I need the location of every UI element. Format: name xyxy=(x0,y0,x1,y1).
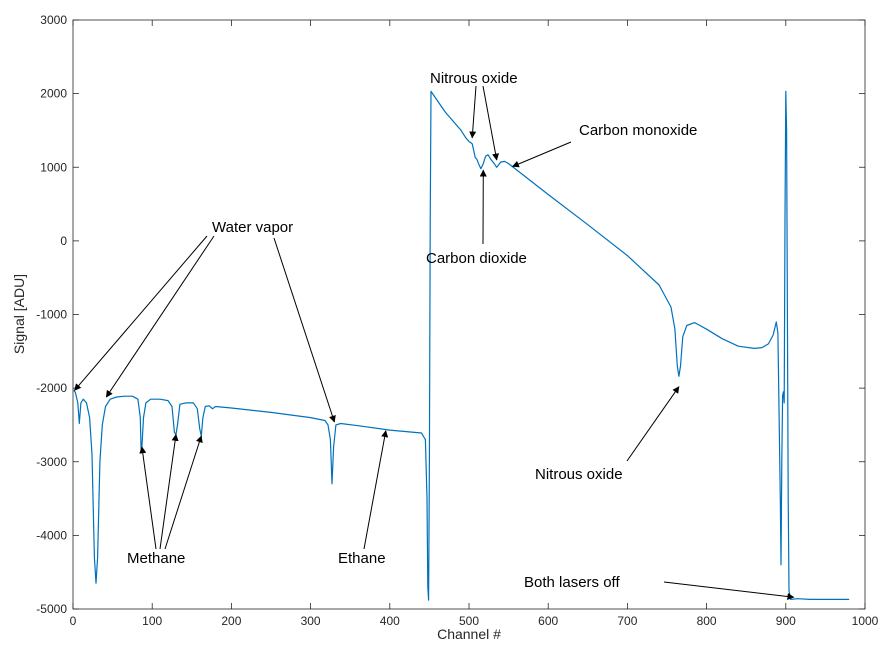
x-tick-label: 800 xyxy=(697,614,717,628)
x-tick-label: 300 xyxy=(301,614,321,628)
signal-series-line xyxy=(73,90,850,601)
annotation: Methane xyxy=(127,433,203,567)
x-tick-label: 600 xyxy=(538,614,558,628)
x-tick-label: 500 xyxy=(459,614,479,628)
annotation-label: Nitrous oxide xyxy=(535,466,623,483)
y-tick-label: 1000 xyxy=(40,160,67,174)
y-tick-label: -4000 xyxy=(36,528,67,542)
annotation-arrow xyxy=(139,446,157,550)
annotation-arrow xyxy=(105,235,215,398)
axis-tick-labels: 0 100 200 300 400 500 600 700 800 900 1000 -5000 -40… xyxy=(36,13,878,628)
annotation-arrow xyxy=(511,141,572,168)
annotation: Both lasers off xyxy=(524,574,795,600)
annotation: Nitrous oxide xyxy=(430,70,518,161)
x-tick-label: 400 xyxy=(380,614,400,628)
x-tick-label: 700 xyxy=(617,614,637,628)
y-tick-label: -3000 xyxy=(36,455,67,469)
annotation-arrow xyxy=(164,435,203,550)
annotation: Nitrous oxide xyxy=(535,386,680,483)
y-tick-label: 0 xyxy=(60,234,67,248)
plot-area xyxy=(73,20,865,609)
annotation-label: Methane xyxy=(127,550,185,567)
annotation-label: Ethane xyxy=(338,550,386,567)
annotation-arrow xyxy=(159,433,179,550)
annotation: Carbon dioxide xyxy=(426,169,527,267)
y-tick-label: -2000 xyxy=(36,381,67,395)
series-layer xyxy=(73,90,850,601)
annotation-label: Carbon monoxide xyxy=(579,122,697,139)
plot-frame xyxy=(72,19,866,610)
annotation: Water vapor xyxy=(74,219,336,423)
annotation-arrow xyxy=(363,430,389,550)
y-axis-title: Signal [ADU] xyxy=(11,274,27,354)
x-tick-label: 100 xyxy=(142,614,162,628)
annotation-label: Both lasers off xyxy=(524,574,620,591)
annotation-arrow xyxy=(626,386,680,462)
x-tick-label: 900 xyxy=(776,614,796,628)
annotation-layer: Water vapor Methane Ethane Nitrous oxide Car… xyxy=(74,70,795,600)
annotation-label: Nitrous oxide xyxy=(430,70,518,87)
x-axis-title: Channel # xyxy=(437,626,501,642)
x-tick-label: 1000 xyxy=(852,614,879,628)
x-tick-label: 200 xyxy=(221,614,241,628)
y-tick-label: 2000 xyxy=(40,87,67,101)
annotation-label: Water vapor xyxy=(212,219,293,236)
annotation-arrow xyxy=(273,237,336,423)
x-tick-label: 0 xyxy=(70,614,77,628)
annotation-label: Carbon dioxide xyxy=(426,250,527,267)
annotation: Ethane xyxy=(338,430,389,567)
annotation-arrow xyxy=(482,85,499,161)
annotation-arrow xyxy=(469,85,477,139)
annotation-arrow xyxy=(663,581,795,600)
annotation-arrow xyxy=(74,235,208,391)
y-tick-label: 3000 xyxy=(40,13,67,27)
y-tick-label: -1000 xyxy=(36,308,67,322)
y-tick-label: -5000 xyxy=(36,602,67,616)
annotation: Carbon monoxide xyxy=(511,122,697,168)
